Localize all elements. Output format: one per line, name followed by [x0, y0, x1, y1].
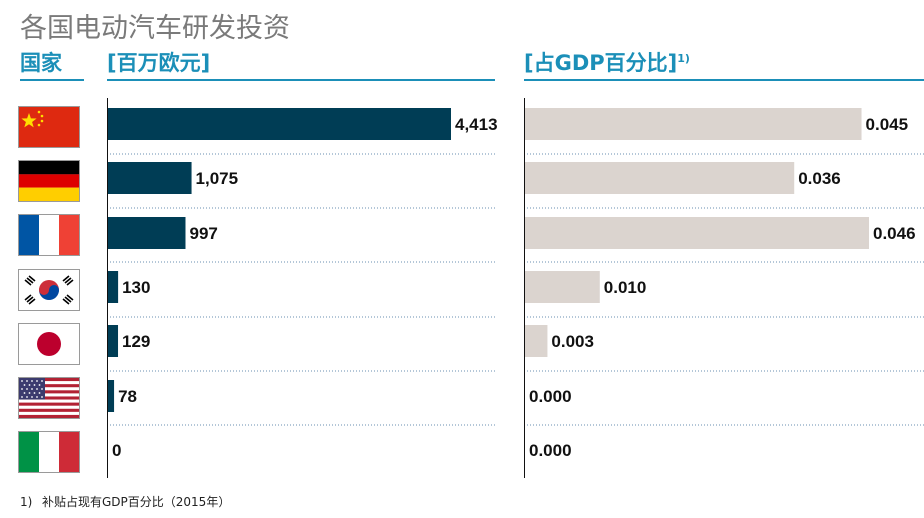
- germany-flag-icon: [18, 160, 80, 202]
- spend-value-label: 129: [122, 332, 150, 351]
- spend-value-label: 997: [189, 224, 217, 243]
- gdp-column-header: [占GDP百分比]1): [524, 47, 690, 77]
- gdp-bar: [525, 325, 548, 357]
- japan-flag-icon: [18, 323, 80, 365]
- spend-value-label: 78: [118, 387, 137, 406]
- gdp-bar: [525, 162, 795, 194]
- gdp-header-label: [占GDP百分比]: [524, 51, 678, 75]
- footnote: 1) 补贴占现有GDP百分比（2015年）: [20, 493, 230, 510]
- france-flag-icon: [18, 214, 80, 256]
- gdp-value-label: 0.036: [798, 169, 841, 188]
- gdp-header-rule: [524, 79, 924, 81]
- gdp-bar: [525, 108, 862, 140]
- gdp-value-label: 0.045: [866, 115, 909, 134]
- spend-value-label: 0: [112, 441, 121, 460]
- footnote-text: 补贴占现有GDP百分比（2015年）: [42, 495, 231, 509]
- gdp-bar: [525, 271, 600, 303]
- spend-value-label: 1,075: [196, 169, 239, 188]
- spend-value-label: 130: [122, 278, 150, 297]
- gdp-footnote-mark: 1): [677, 52, 690, 65]
- spend-bar: [108, 271, 119, 303]
- chart-title: 各国电动汽车研发投资: [20, 13, 290, 44]
- spend-column-header: [百万欧元]: [107, 51, 211, 75]
- spend-bar: [108, 108, 451, 140]
- gdp-bar: [525, 217, 869, 249]
- footnote-mark: 1): [20, 495, 33, 509]
- china-flag-icon: [18, 106, 80, 148]
- spend-bar: [108, 162, 192, 194]
- spend-value-label: 4,413: [455, 115, 498, 134]
- gdp-value-label: 0.010: [604, 278, 647, 297]
- gdp-value-label: 0.000: [529, 441, 572, 460]
- spend-bar: [108, 380, 115, 412]
- south-korea-flag-icon: [18, 269, 80, 311]
- spend-header-rule: [107, 79, 495, 81]
- spend-bar: [108, 325, 119, 357]
- spend-bar: [108, 217, 186, 249]
- usa-flag-icon: [18, 377, 80, 419]
- country-header-rule: [20, 79, 84, 81]
- gdp-value-label: 0.046: [873, 224, 916, 243]
- gdp-value-label: 0.000: [529, 387, 572, 406]
- italy-flag-icon: [18, 431, 80, 473]
- gdp-value-label: 0.003: [551, 332, 594, 351]
- country-column-header: 国家: [20, 51, 62, 75]
